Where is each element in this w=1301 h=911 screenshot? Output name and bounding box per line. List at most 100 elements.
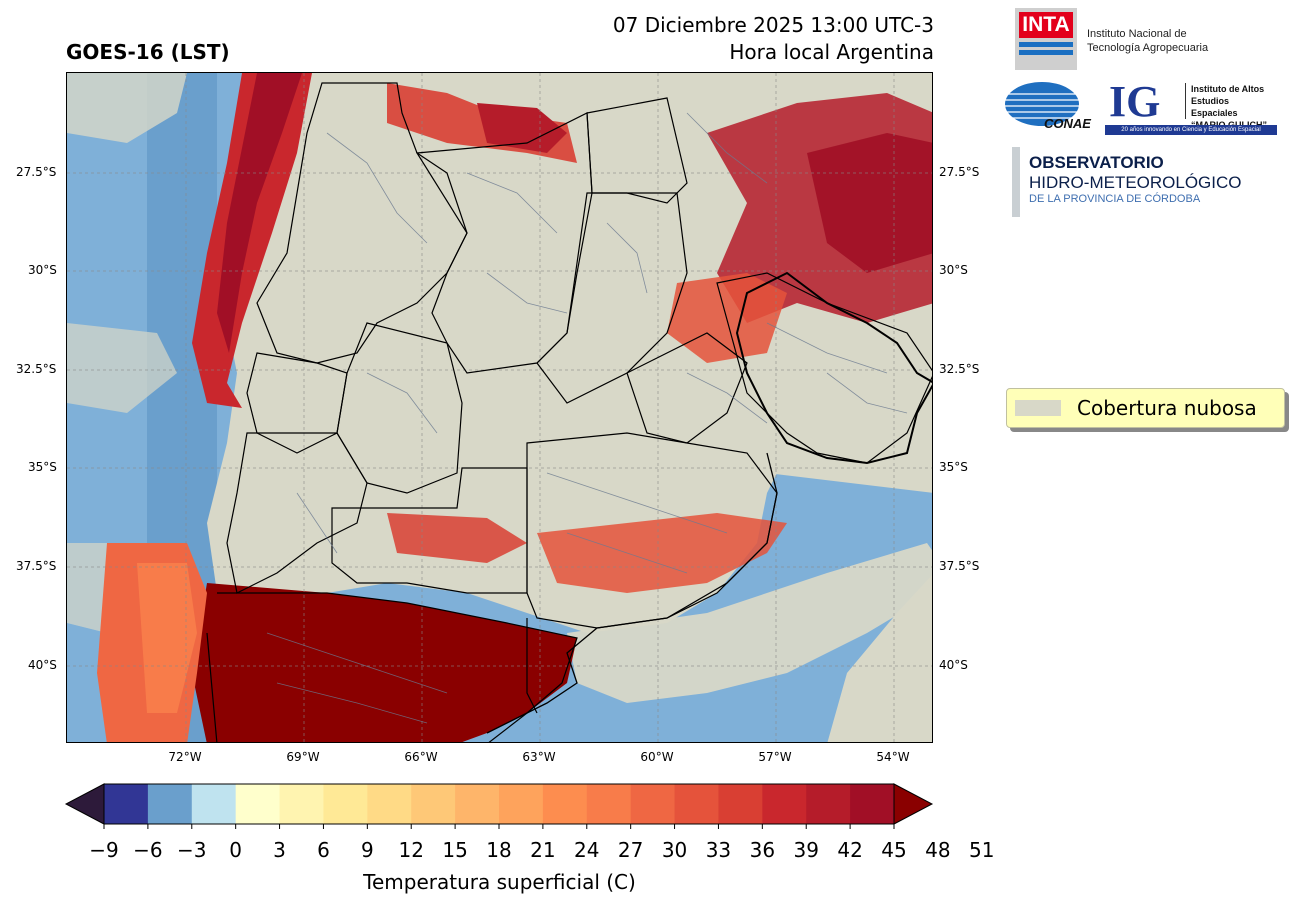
colorbar-cell	[147, 784, 193, 824]
cloud-cover-land	[207, 73, 787, 633]
hot-buenos-aires	[537, 513, 787, 593]
observatorio-line1: OBSERVATORIO	[1029, 153, 1164, 172]
hot-northeast-core	[807, 133, 932, 273]
ig-logo: IG Instituto de Altos Estudios Espaciale…	[1105, 77, 1277, 135]
ig-name: Instituto de Altos Estudios Espaciales “…	[1191, 83, 1277, 131]
inta-name-line: Tecnología Agropecuaria	[1087, 42, 1209, 54]
lon-tick: 69°W	[286, 750, 320, 764]
conae-globe-icon	[1005, 82, 1079, 126]
lon-tick: 72°W	[168, 750, 202, 764]
colorbar-cell	[235, 784, 281, 824]
colorbar-tick-label: 48	[925, 838, 951, 862]
conae-logo: CONAE	[1004, 80, 1091, 134]
cloud-cover-pacific-north	[67, 73, 187, 143]
lon-tick: 60°W	[640, 750, 674, 764]
lon-tick: 54°W	[876, 750, 910, 764]
lat-tick-left: 35°S	[28, 460, 57, 474]
colorbar-tick-label: 36	[749, 838, 776, 862]
lon-tick: 63°W	[522, 750, 556, 764]
lon-tick: 66°W	[404, 750, 438, 764]
inta-name-line: Instituto Nacional de	[1087, 28, 1187, 40]
ig-name-line: Estudios Espaciales	[1191, 96, 1238, 118]
colorbar-cell	[455, 784, 500, 824]
colorbar-cell	[191, 784, 237, 824]
map-canvas	[67, 73, 932, 742]
colorbar-over-extension	[893, 783, 934, 825]
observatorio-line2: HIDRO-METEOROLÓGICO	[1029, 173, 1242, 192]
inta-mark: INTA	[1019, 12, 1073, 38]
coastline	[486, 452, 778, 734]
lat-tick-left: 30°S	[28, 263, 57, 277]
colorbar-cells	[64, 783, 934, 829]
uruguay-border	[735, 271, 932, 465]
colorbar-tick-label: 33	[705, 838, 732, 862]
colorbar-cell	[542, 784, 588, 824]
colorbar-tick-label: 9	[360, 838, 374, 862]
observatorio-line3: DE LA PROVINCIA DE CÓRDOBA	[1029, 193, 1201, 205]
map-title: GOES-16 (LST)	[66, 40, 230, 64]
colorbar-tick-label: 12	[398, 838, 424, 862]
colorbar-cell	[323, 784, 368, 824]
cloud-legend: Cobertura nubosa	[1006, 388, 1285, 428]
lat-tick-right: 32.5°S	[939, 362, 980, 376]
colorbar-under-extension	[64, 783, 105, 825]
inta-stripe	[1019, 50, 1073, 55]
colorbar-tick-label: −3	[177, 838, 207, 862]
colorbar-tick-label: −6	[133, 838, 163, 862]
colorbar-tick-label: 24	[574, 838, 600, 862]
colorbar-tick-label: 51	[969, 838, 995, 862]
ig-tagline: 20 años innovando en Ciencia y Educación…	[1105, 125, 1277, 135]
hot-andes-core	[217, 73, 302, 353]
lat-tick-right: 35°S	[939, 460, 968, 474]
colorbar-title: Temperatura superficial (C)	[363, 870, 636, 894]
lat-tick-right: 30°S	[939, 263, 968, 277]
datetime-label: 07 Diciembre 2025 13:00 UTC-3 Hora local…	[613, 12, 934, 66]
colorbar-tick-label: 42	[837, 838, 863, 862]
lat-tick-left: 27.5°S	[16, 165, 57, 179]
colorbar-tick-label: 27	[617, 838, 644, 862]
lat-tick-left: 32.5°S	[16, 362, 57, 376]
colorbar-tick-label: 39	[793, 838, 819, 862]
colorbar-cell	[499, 784, 544, 824]
lat-tick-left: 40°S	[28, 658, 57, 672]
observatorio-logo: OBSERVATORIO HIDRO-METEOROLÓGICO DE LA P…	[1029, 153, 1242, 206]
graticule	[67, 73, 932, 742]
lst-map	[66, 72, 933, 743]
lat-tick-right: 40°S	[939, 658, 968, 672]
lon-tick: 57°W	[758, 750, 792, 764]
colorbar-tick-label: 30	[661, 838, 688, 862]
colorbar-cell	[104, 784, 149, 824]
cloud-cover-pacific-mid	[67, 323, 177, 413]
colorbar-cell	[806, 784, 851, 824]
observatorio-bar	[1012, 147, 1020, 217]
ig-mark: IG	[1109, 77, 1161, 126]
inta-stripe	[1019, 42, 1073, 47]
colorbar-tick-label: 3	[273, 838, 286, 862]
lat-tick-right: 37.5°S	[939, 559, 980, 573]
temperature-colorbar	[64, 783, 934, 829]
colorbar-cell	[411, 784, 456, 824]
ig-divider	[1185, 83, 1186, 119]
colorbar-cell	[630, 784, 676, 824]
cloud-legend-label: Cobertura nubosa	[1077, 396, 1257, 420]
warm-chile-south-inner	[137, 563, 197, 713]
colorbar-cell	[762, 784, 807, 824]
colorbar-cell	[586, 784, 632, 824]
colorbar-cell	[850, 784, 895, 824]
conae-mark: CONAE	[1044, 116, 1091, 131]
colorbar-tick-label: 15	[442, 838, 468, 862]
lat-tick-left: 37.5°S	[16, 559, 57, 573]
inta-name: Instituto Nacional de Tecnología Agropec…	[1087, 27, 1208, 55]
hot-patagonia	[192, 583, 577, 742]
lat-tick-right: 27.5°S	[939, 165, 980, 179]
colorbar-cell	[367, 784, 412, 824]
date-line: 07 Diciembre 2025 13:00 UTC-3	[612, 13, 934, 37]
ig-name-line: Instituto de Altos	[1191, 84, 1265, 94]
local-time-line: Hora local Argentina	[729, 40, 934, 64]
colorbar-tick-label: 45	[881, 838, 907, 862]
colorbar-tick-label: 18	[486, 838, 512, 862]
inta-logo: INTA	[1015, 8, 1077, 70]
colorbar-cell	[279, 784, 324, 824]
colorbar-tick-label: −9	[89, 838, 119, 862]
colorbar-tick-label: 0	[229, 838, 243, 862]
